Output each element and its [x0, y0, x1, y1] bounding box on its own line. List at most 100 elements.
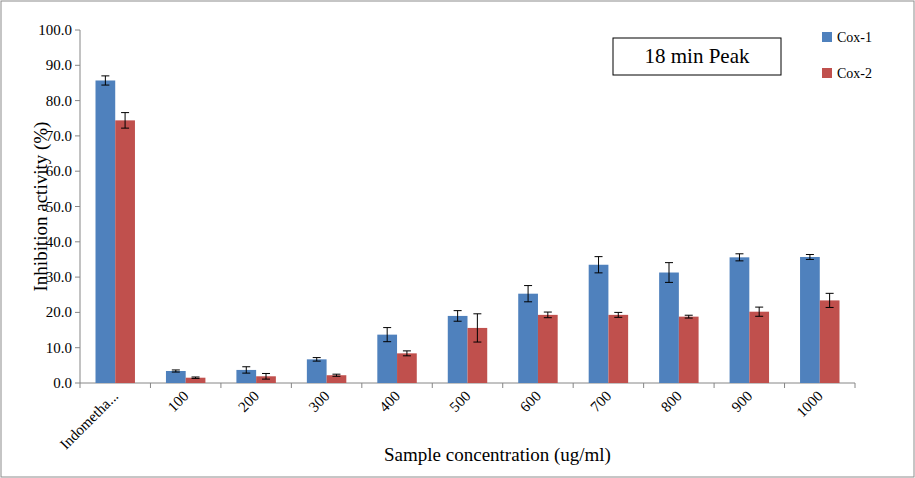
- error-line: [759, 307, 760, 316]
- y-tick: [75, 206, 80, 207]
- chart-container: 0.010.020.030.040.050.060.070.080.090.01…: [0, 0, 915, 478]
- bar: [518, 294, 538, 383]
- bar: [538, 315, 558, 383]
- y-tick: [75, 241, 80, 242]
- error-line: [266, 373, 267, 379]
- error-cap: [454, 321, 462, 322]
- x-axis-title: Sample concentration (ug/ml): [384, 444, 611, 466]
- bar: [608, 315, 628, 383]
- error-line: [618, 312, 619, 317]
- error-cap: [614, 312, 622, 313]
- error-cap: [826, 307, 834, 308]
- x-tick: [502, 383, 503, 388]
- error-cap: [755, 307, 763, 308]
- bar: [96, 80, 116, 383]
- error-line: [547, 312, 548, 318]
- legend-label: Cox-1: [837, 30, 872, 45]
- error-cap: [524, 285, 532, 286]
- error-bar: [755, 307, 763, 316]
- chart-svg: 0.010.020.030.040.050.060.070.080.090.01…: [0, 0, 915, 478]
- x-tick-label: Indometha...: [57, 388, 122, 453]
- bar: [377, 335, 397, 383]
- error-cap: [685, 315, 693, 316]
- error-cap: [403, 350, 411, 351]
- error-cap: [121, 112, 129, 113]
- bars-group: [96, 76, 840, 383]
- bar: [800, 257, 820, 383]
- error-cap: [544, 312, 552, 313]
- bar: [327, 375, 347, 383]
- error-cap: [332, 374, 340, 375]
- bar: [166, 371, 186, 383]
- error-bar: [242, 367, 250, 373]
- error-cap: [172, 369, 180, 370]
- error-bar: [121, 113, 129, 129]
- error-line: [316, 358, 317, 362]
- x-tick: [855, 383, 856, 388]
- error-line: [669, 263, 670, 283]
- bar: [659, 273, 679, 383]
- error-bar: [262, 373, 270, 379]
- error-cap: [826, 293, 834, 294]
- x-tick: [361, 383, 362, 388]
- y-tick-label: 20.0: [46, 304, 72, 320]
- error-line: [829, 293, 830, 307]
- error-cap: [473, 342, 481, 343]
- error-cap: [101, 75, 109, 76]
- bar: [820, 300, 840, 383]
- x-tick-label: 800: [658, 388, 685, 415]
- error-cap: [454, 310, 462, 311]
- error-bar: [403, 351, 411, 356]
- y-tick: [75, 65, 80, 66]
- x-tick-label: 700: [587, 388, 614, 415]
- error-cap: [242, 366, 250, 367]
- error-line: [809, 255, 810, 260]
- annotation-box: [613, 38, 781, 75]
- error-cap: [665, 262, 673, 263]
- error-bar: [735, 254, 743, 261]
- bar: [589, 265, 609, 383]
- x-tick: [643, 383, 644, 388]
- x-tick: [291, 383, 292, 388]
- error-bar: [172, 370, 180, 372]
- y-tick-label: 0.0: [53, 375, 72, 391]
- x-tick: [784, 383, 785, 388]
- error-cap: [614, 317, 622, 318]
- y-tick-label: 90.0: [46, 57, 72, 73]
- x-tick-label: 200: [235, 388, 262, 415]
- error-bar: [665, 263, 673, 283]
- error-cap: [262, 373, 270, 374]
- error-bar: [192, 377, 200, 378]
- error-cap: [192, 378, 200, 379]
- error-cap: [685, 318, 693, 319]
- error-bar: [454, 311, 462, 322]
- error-bar: [685, 315, 693, 318]
- error-cap: [313, 357, 321, 358]
- error-cap: [595, 272, 603, 273]
- error-line: [387, 328, 388, 342]
- bar: [186, 378, 206, 383]
- bar: [115, 120, 135, 383]
- error-line: [739, 254, 740, 261]
- bar: [448, 316, 468, 383]
- x-tick-label: 400: [376, 388, 403, 415]
- error-cap: [242, 373, 250, 374]
- error-cap: [383, 327, 391, 328]
- error-cap: [262, 379, 270, 380]
- error-bar: [544, 312, 552, 318]
- y-tick-label: 10.0: [46, 340, 72, 356]
- y-tick-label: 80.0: [46, 93, 72, 109]
- bar: [730, 257, 750, 383]
- error-cap: [403, 355, 411, 356]
- x-tick-label: 600: [517, 388, 544, 415]
- x-tick-label: 300: [305, 388, 332, 415]
- legend-label: Cox-2: [837, 66, 872, 81]
- error-cap: [665, 282, 673, 283]
- y-tick: [75, 347, 80, 348]
- y-tick: [75, 100, 80, 101]
- x-tick: [150, 383, 151, 388]
- x-tick: [432, 383, 433, 388]
- error-bar: [806, 255, 814, 260]
- error-cap: [313, 361, 321, 362]
- y-tick: [75, 383, 80, 384]
